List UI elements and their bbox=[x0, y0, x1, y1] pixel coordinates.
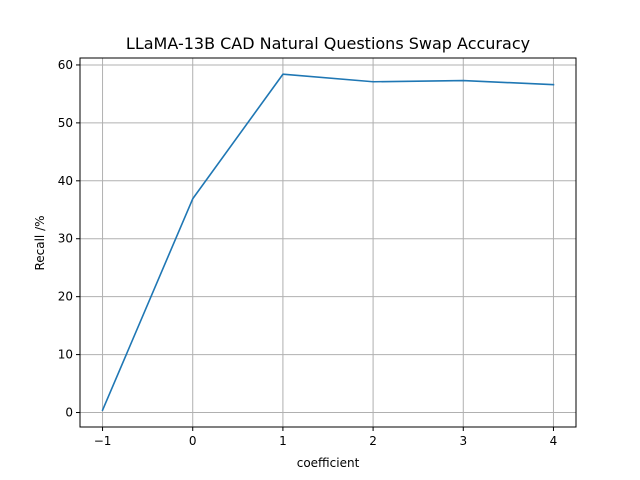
data-point bbox=[282, 73, 284, 75]
plot-frame bbox=[79, 57, 577, 428]
data-point bbox=[192, 198, 194, 200]
x-tick-label: 2 bbox=[369, 434, 377, 448]
data-point bbox=[462, 80, 464, 82]
y-tick-label: 30 bbox=[58, 232, 73, 246]
x-tick-label: 0 bbox=[189, 434, 197, 448]
data-point bbox=[553, 84, 555, 86]
y-tick-label: 50 bbox=[58, 116, 73, 130]
x-tick-label: −1 bbox=[94, 434, 112, 448]
chart-title: LLaMA-13B CAD Natural Questions Swap Acc… bbox=[126, 34, 530, 53]
y-tick-label: 0 bbox=[65, 406, 73, 420]
data-point bbox=[102, 409, 104, 411]
y-tick-label: 40 bbox=[58, 174, 73, 188]
data-point bbox=[372, 81, 374, 83]
series-line bbox=[101, 73, 555, 412]
y-tick-label: 60 bbox=[58, 58, 73, 72]
x-tick-label: 1 bbox=[279, 434, 287, 448]
y-tick-label: 10 bbox=[58, 348, 73, 362]
x-tick-label: 4 bbox=[550, 434, 558, 448]
y-axis-label: Recall /% bbox=[33, 215, 47, 270]
grid-lines bbox=[80, 58, 576, 427]
x-tick-label: 3 bbox=[459, 434, 467, 448]
y-tick-label: 20 bbox=[58, 290, 73, 304]
series-layer bbox=[101, 73, 555, 412]
x-axis-label: coefficient bbox=[297, 456, 360, 470]
